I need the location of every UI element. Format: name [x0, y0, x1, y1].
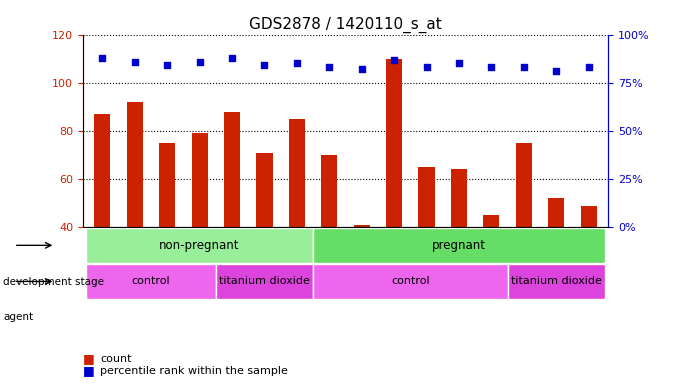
Text: non-pregnant: non-pregnant	[160, 239, 240, 252]
Point	[518, 64, 529, 70]
Point	[551, 68, 562, 74]
FancyBboxPatch shape	[313, 264, 508, 299]
Text: titanium dioxide: titanium dioxide	[511, 276, 602, 286]
FancyBboxPatch shape	[86, 228, 313, 263]
FancyBboxPatch shape	[216, 264, 313, 299]
FancyBboxPatch shape	[508, 264, 605, 299]
Point	[97, 55, 108, 61]
Bar	[256, 152, 272, 227]
Point	[453, 60, 464, 66]
Point	[162, 62, 173, 68]
Point	[324, 64, 335, 70]
Point	[356, 66, 367, 72]
Point	[583, 64, 594, 70]
Bar	[289, 119, 305, 227]
Text: control: control	[132, 276, 170, 286]
Bar	[159, 143, 176, 227]
Bar	[451, 169, 467, 227]
Point	[194, 58, 205, 65]
FancyBboxPatch shape	[86, 264, 216, 299]
Bar	[321, 155, 337, 227]
Bar	[191, 133, 208, 227]
Text: ■: ■	[83, 364, 95, 377]
Title: GDS2878 / 1420110_s_at: GDS2878 / 1420110_s_at	[249, 17, 442, 33]
Bar	[419, 167, 435, 227]
Point	[129, 58, 140, 65]
Point	[292, 60, 303, 66]
Text: pregnant: pregnant	[432, 239, 486, 252]
Text: development stage: development stage	[3, 277, 104, 287]
Point	[486, 64, 497, 70]
Point	[421, 64, 432, 70]
FancyBboxPatch shape	[313, 228, 605, 263]
Point	[227, 55, 238, 61]
Point	[259, 62, 270, 68]
Bar	[224, 112, 240, 227]
Point	[388, 56, 399, 63]
Bar	[483, 215, 500, 227]
Text: count: count	[100, 354, 132, 364]
Text: percentile rank within the sample: percentile rank within the sample	[100, 366, 288, 376]
Text: control: control	[391, 276, 430, 286]
Bar	[386, 59, 402, 227]
Text: ■: ■	[83, 353, 95, 366]
Text: agent: agent	[3, 312, 34, 322]
Bar	[354, 225, 370, 227]
Bar	[126, 102, 143, 227]
Text: titanium dioxide: titanium dioxide	[219, 276, 310, 286]
Bar	[515, 143, 532, 227]
Bar	[94, 114, 111, 227]
Bar	[548, 199, 565, 227]
Bar	[580, 205, 597, 227]
